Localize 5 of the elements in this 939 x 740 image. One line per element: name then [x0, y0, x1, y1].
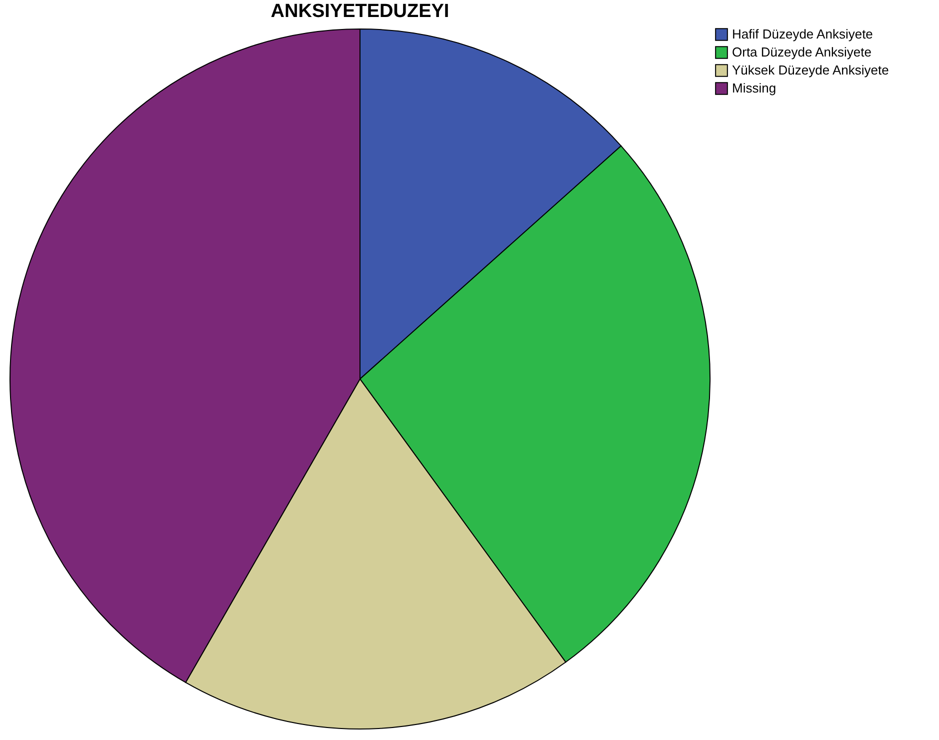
legend-label: Missing	[732, 80, 776, 96]
legend-label: Yüksek Düzeyde Anksiyete	[732, 62, 889, 78]
legend-label: Orta Düzeyde Anksiyete	[732, 44, 872, 60]
chart-title: ANKSIYETEDUZEYI	[270, 1, 450, 22]
legend-label: Hafif Düzeyde Anksiyete	[732, 26, 873, 42]
